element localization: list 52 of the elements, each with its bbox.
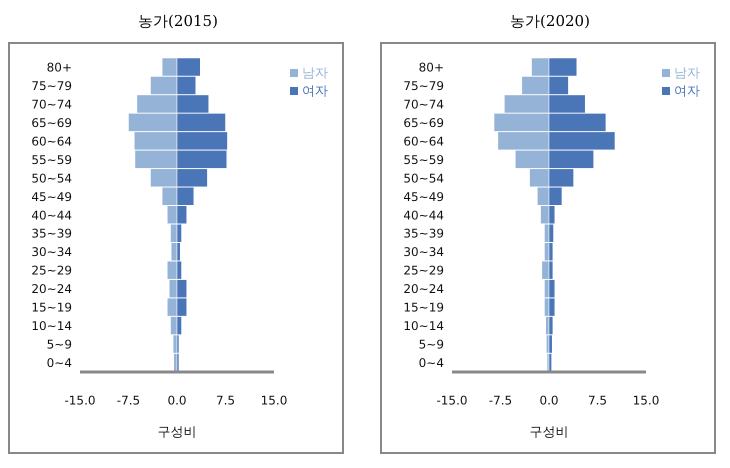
y-tick-label: 65~69 xyxy=(31,116,72,130)
y-tick-label: 75~79 xyxy=(31,78,72,93)
y-tick-label: 60~64 xyxy=(403,134,444,148)
y-tick-label: 55~59 xyxy=(31,152,72,167)
legend-label: 여자 xyxy=(302,84,328,99)
x-tick-label: -7.5 xyxy=(116,394,140,408)
chart-title: 농가(2015) xyxy=(137,11,219,32)
y-tick-label: 50~54 xyxy=(403,171,444,186)
x-tick-label: 0.0 xyxy=(539,394,559,408)
chart-title: 농가(2020) xyxy=(509,11,591,32)
y-tick-label: 45~49 xyxy=(31,190,72,204)
x-tick-label: -15.0 xyxy=(64,394,96,408)
y-tick-label: 55~59 xyxy=(403,152,444,167)
y-tick-label: 10~14 xyxy=(403,319,444,334)
y-tick-label: 30~34 xyxy=(31,245,72,260)
y-tick-label: 30~34 xyxy=(403,245,444,260)
x-tick-label: 7.5 xyxy=(588,394,608,408)
x-tick-label: 7.5 xyxy=(216,394,236,408)
y-tick-label: 75~79 xyxy=(403,78,444,93)
y-tick-label: 60~64 xyxy=(31,134,72,148)
y-tick-label: 80+ xyxy=(46,60,72,74)
y-tick-label: 70~74 xyxy=(31,97,72,112)
legend-label: 남자 xyxy=(674,66,700,81)
x-tick-label: -15.0 xyxy=(436,394,468,408)
x-axis-title: 구성비 xyxy=(158,425,196,440)
y-tick-label: 20~24 xyxy=(31,282,72,296)
x-tick-label: -7.5 xyxy=(488,394,512,408)
y-tick-label: 35~39 xyxy=(31,226,72,241)
y-tick-label: 50~54 xyxy=(31,171,72,186)
y-tick-label: 0~4 xyxy=(46,356,72,370)
y-tick-label: 25~29 xyxy=(31,264,72,278)
y-tick-label: 10~14 xyxy=(31,319,72,334)
y-tick-label: 80+ xyxy=(418,60,444,74)
y-tick-label: 0~4 xyxy=(418,356,444,370)
x-tick-label: 15.0 xyxy=(260,394,288,408)
y-tick-label: 15~19 xyxy=(403,300,444,315)
legend-label: 남자 xyxy=(302,66,328,81)
y-tick-label: 20~24 xyxy=(403,282,444,296)
y-tick-label: 5~9 xyxy=(418,338,444,352)
legend-label: 여자 xyxy=(674,84,700,99)
y-tick-label: 15~19 xyxy=(31,300,72,315)
y-tick-label: 40~44 xyxy=(31,208,72,222)
y-tick-label: 65~69 xyxy=(403,116,444,130)
y-tick-label: 5~9 xyxy=(46,338,72,352)
y-tick-label: 25~29 xyxy=(403,264,444,278)
x-tick-label: 15.0 xyxy=(632,394,660,408)
y-tick-label: 40~44 xyxy=(403,208,444,222)
y-tick-label: 70~74 xyxy=(403,97,444,112)
y-tick-label: 35~39 xyxy=(403,226,444,241)
y-tick-label: 45~49 xyxy=(403,190,444,204)
x-axis-title: 구성비 xyxy=(530,425,568,440)
x-tick-label: 0.0 xyxy=(167,394,187,408)
